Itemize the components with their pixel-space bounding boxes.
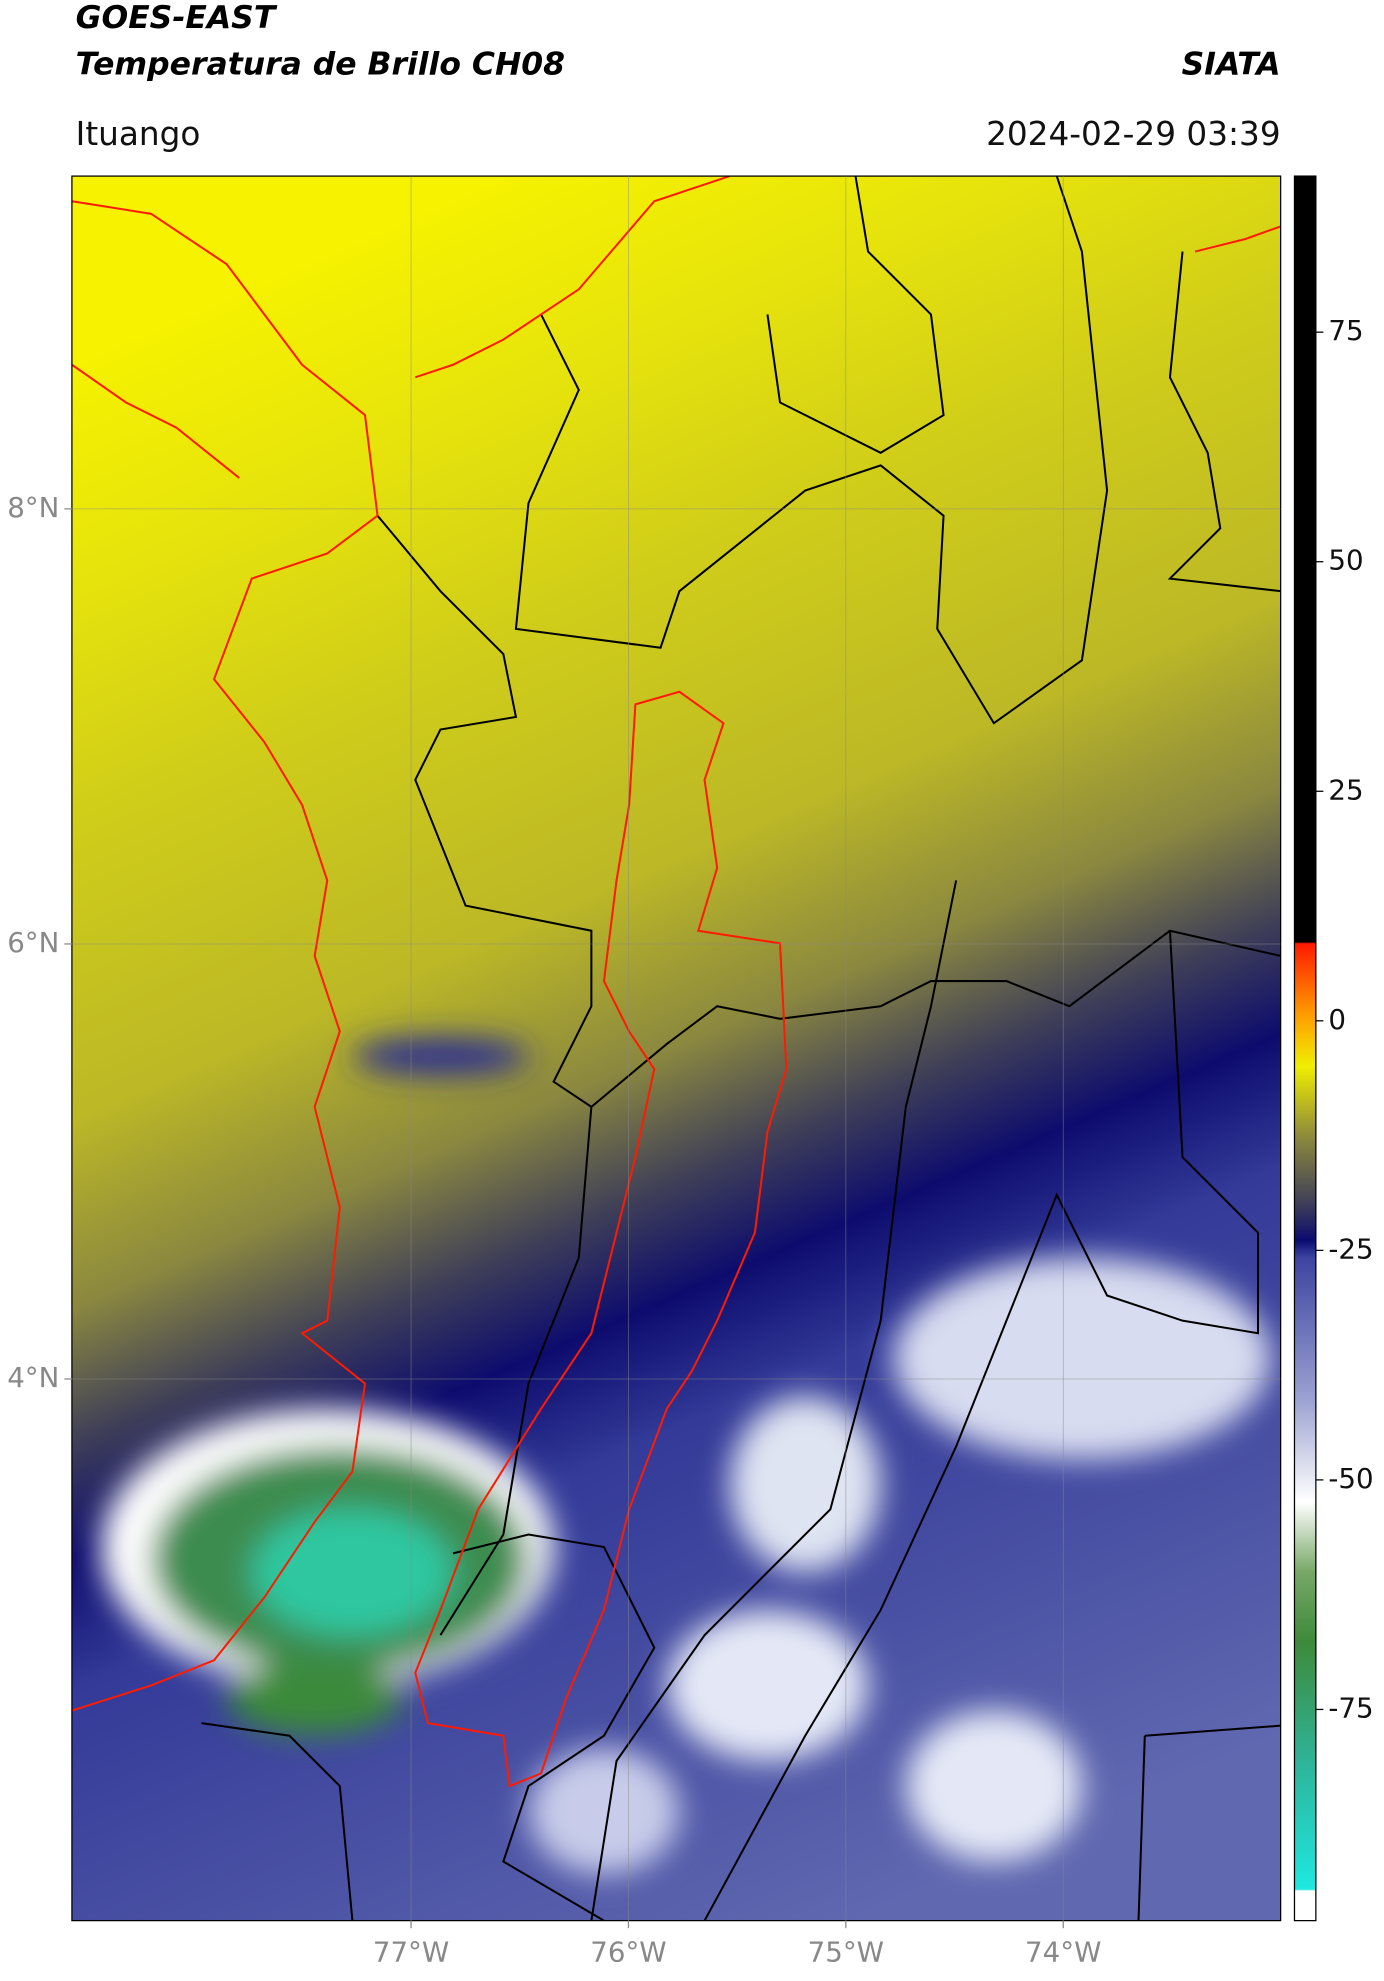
x-tick-label: 75°W [808,1935,884,1968]
map-frame [71,175,1282,1922]
location: Ituango [76,115,201,153]
title: GOES-EAST [76,0,278,36]
colorbar-label: 50 [1328,544,1363,577]
agency: SIATA [1182,46,1281,82]
colorbar-label: -50 [1328,1462,1373,1495]
x-tick-label: 74°W [1025,1935,1101,1968]
x-tick-label: 76°W [590,1935,666,1968]
satellite-image [71,176,1281,1921]
y-tick-label: 4°N [7,1361,59,1394]
colorbar [1293,175,1317,1922]
colorbar-label: -75 [1328,1691,1373,1724]
datetime: 2024-02-29 03:39 [986,115,1281,153]
colorbar-label: 0 [1328,1003,1346,1036]
colorbar-label: 25 [1328,773,1363,806]
x-tick-label: 77°W [373,1935,449,1968]
colorbar-label: 75 [1328,314,1363,347]
colorbar-label: -25 [1328,1232,1373,1265]
subtitle: Temperatura de Brillo CH08 [76,46,565,82]
y-tick-label: 8°N [7,491,59,524]
y-tick-label: 6°N [7,926,59,959]
